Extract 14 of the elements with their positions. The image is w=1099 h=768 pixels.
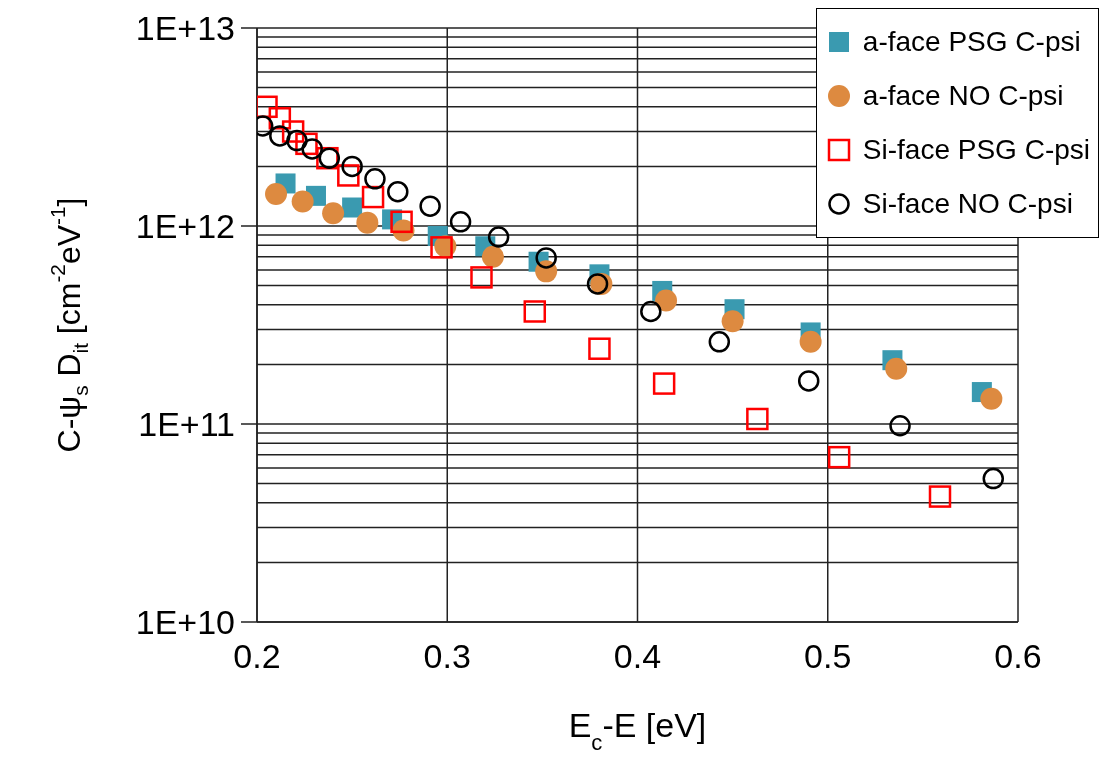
x-tick-label: 0.2 [233, 637, 281, 675]
y-tick-label: 1E+10 [135, 603, 235, 641]
x-tick-label: 0.6 [994, 637, 1042, 675]
y-tick-label: 1E+11 [138, 405, 235, 443]
legend-label: Si-face NO C-psi [862, 188, 1073, 220]
legend-label: Si-face PSG C-psi [862, 134, 1090, 166]
y-tick-label: 1E+12 [135, 207, 235, 245]
x-tick-label: 0.3 [423, 637, 471, 675]
legend-label: a-face PSG C-psi [862, 26, 1081, 58]
y-tick-label: 1E+13 [135, 9, 235, 47]
x-tick-label: 0.5 [804, 637, 852, 675]
legend-label: a-face NO C-psi [862, 80, 1064, 112]
x-tick-label: 0.4 [613, 637, 662, 675]
x-axis-title: E$_{c}$-E [eV] [568, 706, 707, 755]
